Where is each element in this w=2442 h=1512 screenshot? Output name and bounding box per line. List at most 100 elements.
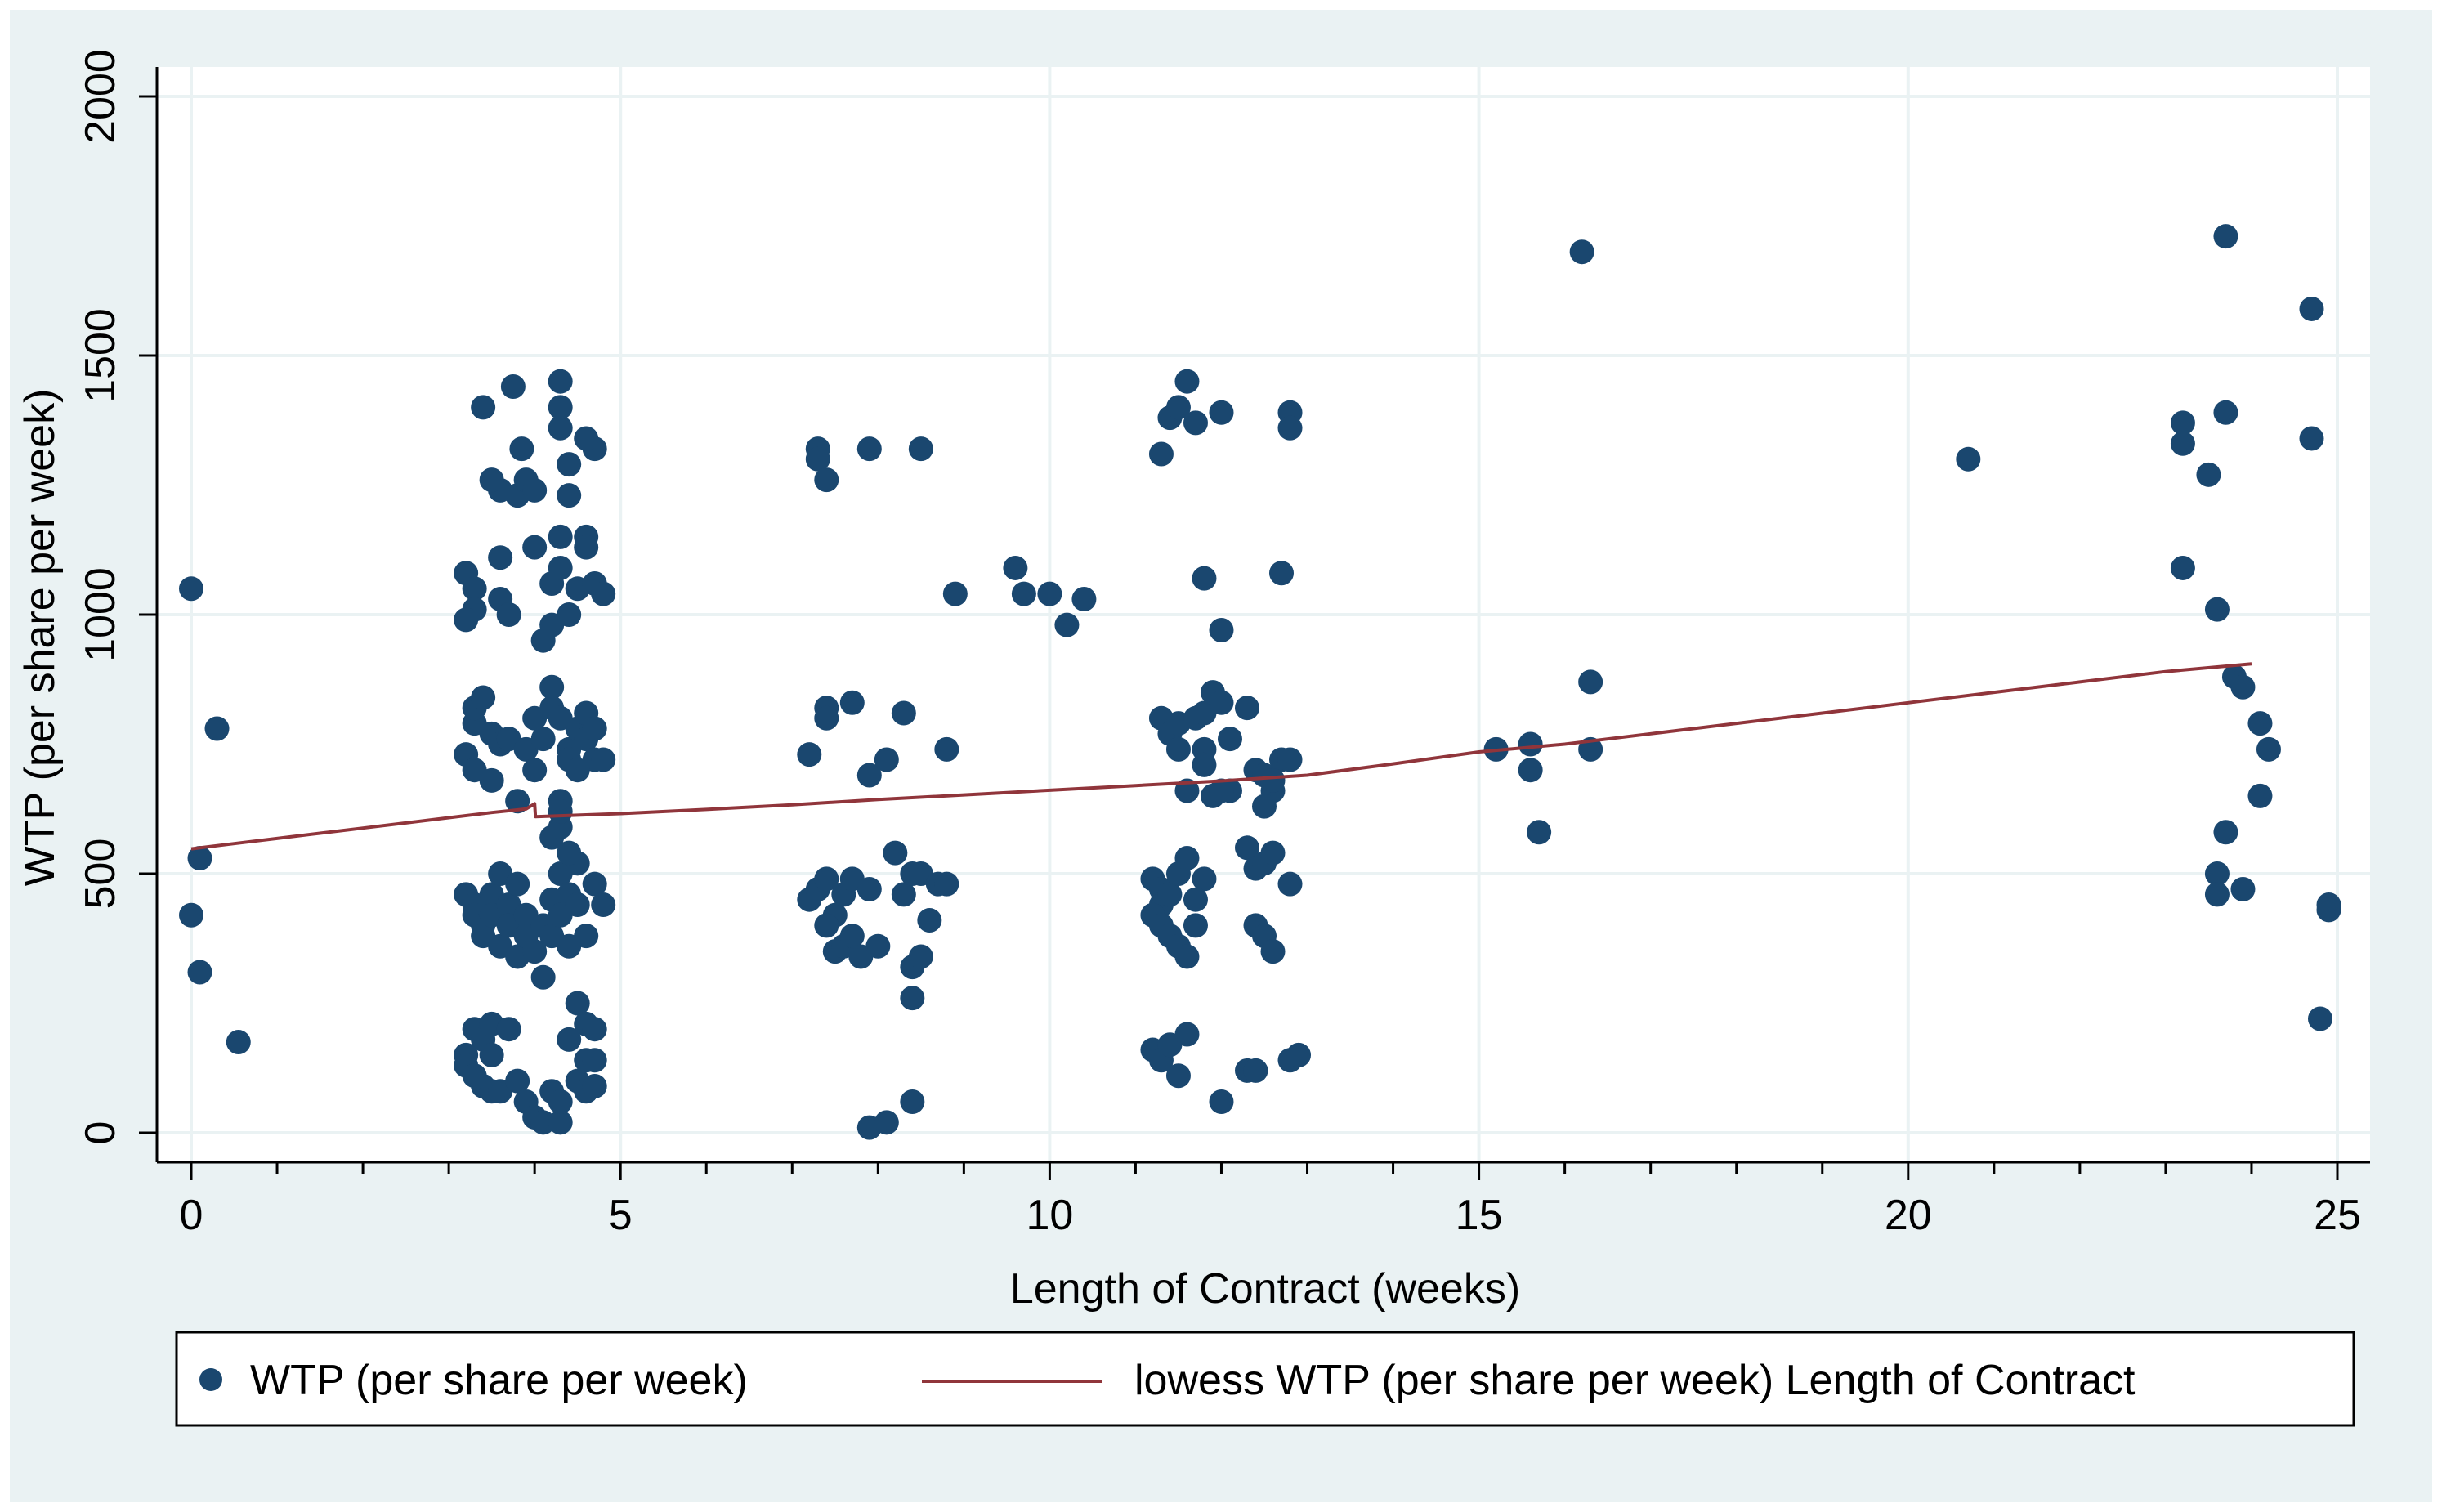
scatter-point	[839, 924, 865, 949]
scatter-point	[2204, 597, 2230, 622]
scatter-point	[2299, 296, 2324, 321]
scatter-point	[187, 845, 212, 870]
scatter-point	[797, 742, 822, 767]
x-tick-label: 20	[1885, 1192, 1932, 1239]
scatter-point	[2213, 400, 2238, 425]
scatter-point	[226, 1030, 251, 1055]
scatter-point	[1209, 778, 1234, 803]
scatter-point	[1071, 586, 1097, 611]
scatter-point	[1269, 561, 1295, 586]
legend-scatter-marker	[199, 1368, 222, 1391]
scatter-point	[1192, 752, 1217, 777]
scatter-point	[1569, 239, 1594, 265]
scatter-point	[565, 892, 590, 918]
scatter-point	[1183, 410, 1208, 436]
x-tick-label: 15	[1456, 1192, 1503, 1239]
scatter-point	[856, 436, 882, 462]
scatter-point	[908, 436, 933, 462]
scatter-point	[505, 1068, 530, 1094]
scatter-point	[1174, 845, 1200, 870]
scatter-point	[2256, 736, 2281, 762]
scatter-point	[488, 545, 513, 570]
scatter-point	[1165, 736, 1191, 762]
scatter-point	[2316, 897, 2341, 923]
scatter-point	[591, 747, 616, 772]
scatter-point	[1217, 727, 1242, 752]
scatter-point	[548, 415, 573, 441]
scatter-point	[1260, 939, 1286, 964]
scatter-point	[1003, 555, 1028, 580]
scatter-point	[1183, 913, 1208, 938]
scatter-point	[891, 882, 916, 907]
y-tick-label: 1500	[77, 308, 124, 403]
y-tick-label: 0	[77, 1121, 124, 1145]
legend-box	[175, 1331, 2355, 1427]
scatter-point	[2196, 462, 2221, 487]
scatter-point	[179, 902, 204, 928]
scatter-point	[204, 716, 230, 741]
scatter-point	[565, 991, 590, 1016]
scatter-point	[500, 374, 526, 400]
scatter-point	[548, 555, 573, 580]
scatter-point	[1209, 690, 1234, 715]
scatter-point	[2170, 410, 2195, 436]
scatter-point	[557, 840, 582, 866]
scatter-point	[454, 607, 479, 633]
y-tick-label: 2000	[77, 49, 124, 144]
scatter-point	[1209, 400, 1234, 425]
scatter-point	[591, 892, 616, 918]
scatter-point	[1243, 1058, 1268, 1083]
scatter-point	[582, 1048, 607, 1073]
scatter-point	[1518, 731, 1543, 757]
scatter-series	[179, 224, 2341, 1140]
scatter-point	[1209, 618, 1234, 643]
scatter-point	[1037, 581, 1062, 606]
scatter-point	[1174, 369, 1200, 394]
scatter-point	[522, 477, 548, 503]
scatter-point	[1578, 669, 1603, 695]
scatter-point	[1011, 581, 1036, 606]
scatter-point	[548, 1089, 573, 1114]
scatter-point	[557, 483, 582, 508]
scatter-point	[900, 1089, 925, 1114]
lowess-line	[190, 662, 2252, 851]
scatter-point	[2307, 1006, 2332, 1031]
legend: WTP (per share per week) lowess WTP (per…	[175, 1331, 2355, 1427]
scatter-point	[2247, 783, 2273, 808]
lowess-series	[190, 662, 2252, 851]
scatter-point	[2170, 555, 2195, 580]
scatter-point	[505, 789, 530, 814]
scatter-point	[548, 369, 573, 394]
x-tick-label: 10	[1026, 1192, 1073, 1239]
scatter-point	[900, 986, 925, 1011]
scatter-point	[1260, 840, 1286, 866]
scatter-point	[496, 602, 521, 627]
scatter-point	[1518, 758, 1543, 783]
scatter-point	[2170, 431, 2195, 456]
scatter-point	[934, 736, 959, 762]
scatter-point	[471, 395, 496, 420]
scatter-point	[548, 524, 573, 549]
scatter-point	[1956, 446, 1981, 472]
x-tick-label: 25	[2314, 1192, 2361, 1239]
scatter-point	[574, 535, 599, 560]
scatter-point	[934, 871, 959, 897]
scatter-point	[462, 576, 487, 602]
scatter-point	[1260, 767, 1286, 793]
scatter-point	[530, 727, 556, 752]
scatter-point	[1252, 794, 1277, 819]
scatter-point	[874, 1110, 899, 1135]
scatter-point	[582, 1017, 607, 1042]
scatter-point	[1183, 887, 1208, 912]
x-tick-label: 5	[609, 1192, 633, 1239]
scatter-point	[839, 690, 865, 715]
y-tick-label: 1000	[77, 567, 124, 662]
scatter-point	[548, 1110, 573, 1135]
scatter-point	[1277, 415, 1303, 441]
scatter-point	[479, 1042, 504, 1067]
scatter-point	[582, 1073, 607, 1098]
scatter-point	[1054, 612, 1080, 637]
scatter-point	[814, 467, 839, 493]
scatter-point	[179, 576, 204, 602]
